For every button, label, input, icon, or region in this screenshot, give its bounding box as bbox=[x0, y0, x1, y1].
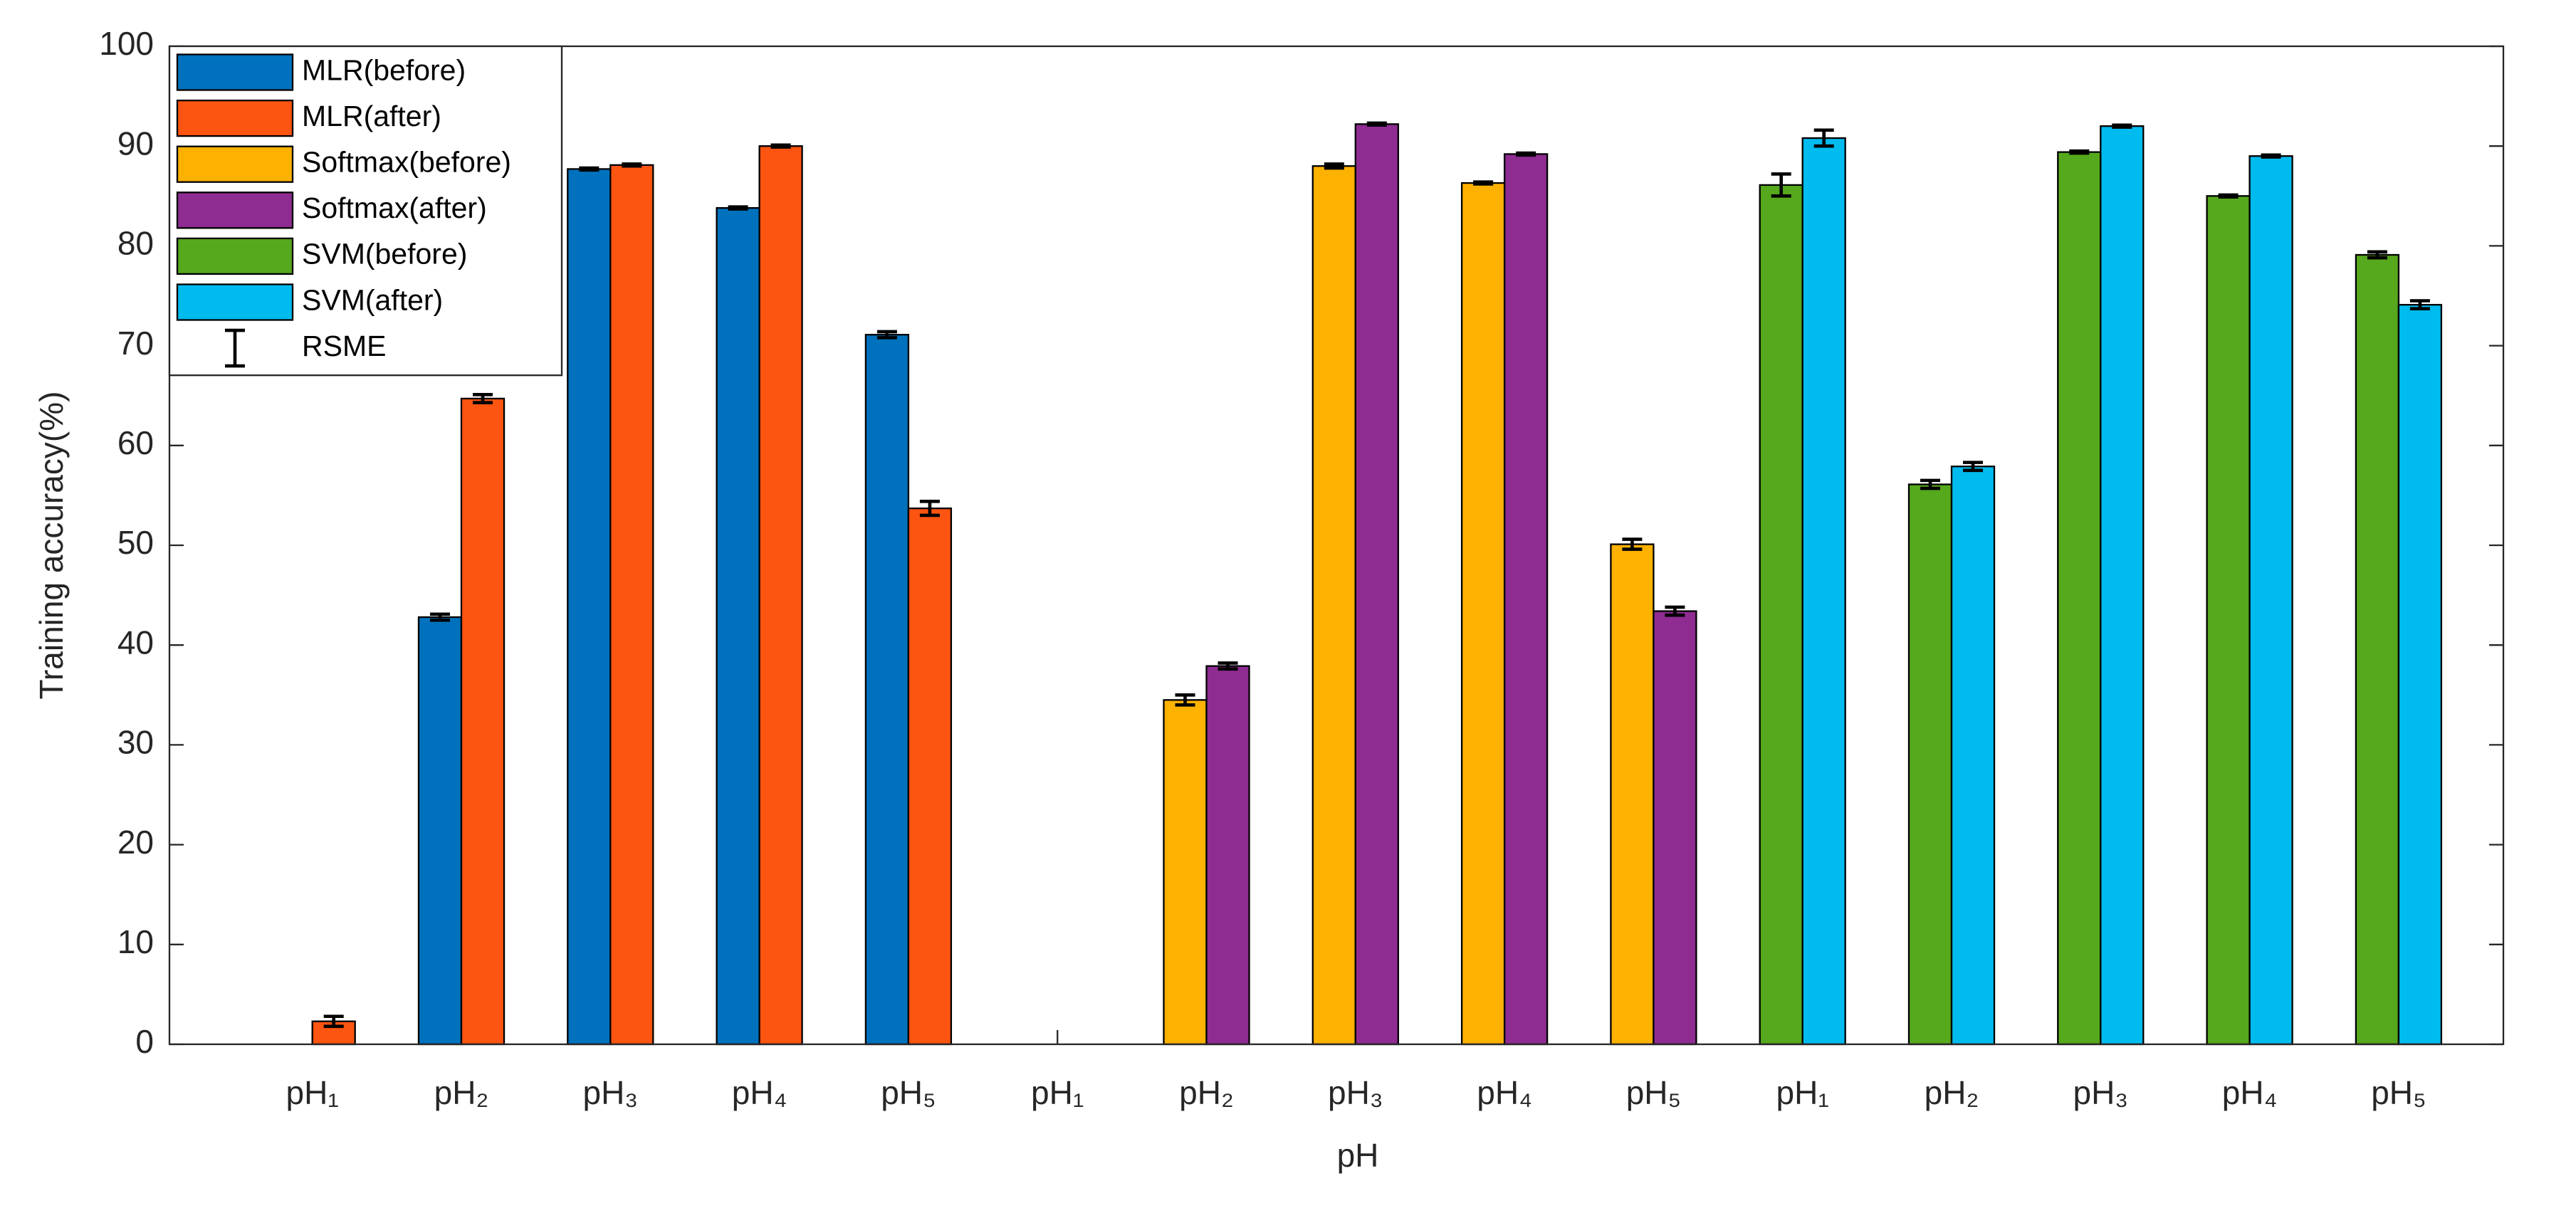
x-tick-label: pH₃ bbox=[2073, 1074, 2129, 1111]
y-tick-label: 90 bbox=[117, 125, 154, 162]
bar bbox=[2248, 155, 2293, 1046]
y-tick-label: 50 bbox=[117, 524, 154, 561]
bar bbox=[460, 397, 506, 1046]
error-bar bbox=[430, 612, 450, 622]
error-bar bbox=[1665, 605, 1685, 617]
x-tick-label: pH₄ bbox=[2222, 1074, 2278, 1111]
error-bar bbox=[2069, 149, 2090, 155]
bar bbox=[1907, 483, 1953, 1046]
error-bar bbox=[622, 162, 642, 168]
error-bar bbox=[1963, 461, 1983, 473]
x-tick-label: pH₄ bbox=[1477, 1074, 1532, 1111]
bar bbox=[2397, 303, 2443, 1046]
x-tick-label: pH₄ bbox=[732, 1074, 787, 1111]
x-tick-label: pH₁ bbox=[1031, 1074, 1084, 1111]
bar bbox=[907, 507, 953, 1046]
y-tick-label: 20 bbox=[117, 824, 154, 861]
error-bar bbox=[2261, 153, 2281, 159]
x-tick-label: pH₁ bbox=[286, 1074, 339, 1111]
bar bbox=[1759, 184, 1803, 1046]
y-tick-label: 0 bbox=[135, 1023, 154, 1060]
error-bar bbox=[1473, 180, 1494, 186]
bar bbox=[716, 206, 760, 1046]
bar bbox=[609, 164, 654, 1046]
y-tick-label: 60 bbox=[117, 424, 154, 461]
legend-swatch bbox=[176, 237, 294, 275]
bar bbox=[1610, 543, 1655, 1046]
error-bar bbox=[1324, 162, 1344, 170]
error-bar bbox=[2218, 193, 2239, 199]
error-bar bbox=[579, 166, 600, 172]
legend-label: MLR(before) bbox=[302, 53, 466, 86]
bar bbox=[1503, 153, 1549, 1046]
legend-label: MLR(after) bbox=[302, 100, 441, 132]
error-bar bbox=[2367, 250, 2387, 260]
error-bar bbox=[1175, 693, 1195, 707]
bar bbox=[2355, 253, 2400, 1046]
x-tick-label: pH₅ bbox=[881, 1074, 936, 1111]
x-tick-label: pH₃ bbox=[1328, 1074, 1383, 1111]
bar bbox=[1801, 137, 1846, 1046]
bar bbox=[567, 168, 612, 1046]
y-tick-label: 30 bbox=[117, 724, 154, 761]
error-bar bbox=[323, 1014, 344, 1029]
error-bar bbox=[728, 205, 748, 211]
axes-box bbox=[168, 45, 2505, 1046]
y-tick-label: 100 bbox=[99, 25, 154, 62]
bar bbox=[1354, 123, 1399, 1046]
bar bbox=[2057, 151, 2102, 1046]
x-tick-label: pH₃ bbox=[583, 1074, 639, 1111]
bar bbox=[1163, 699, 1208, 1046]
y-axis-label: Training accuracy(%) bbox=[33, 392, 70, 700]
y-tick-label: 10 bbox=[117, 923, 154, 960]
x-axis-label: pH bbox=[1337, 1137, 1379, 1174]
bar bbox=[1653, 610, 1697, 1046]
error-bar bbox=[919, 500, 940, 518]
legend-label: SVM(after) bbox=[302, 283, 443, 316]
legend-swatch bbox=[176, 99, 294, 137]
error-bar bbox=[1920, 478, 1940, 490]
error-bar bbox=[1516, 151, 1536, 157]
bar bbox=[417, 616, 463, 1046]
error-bar bbox=[1622, 537, 1643, 551]
legend-swatch bbox=[176, 191, 294, 229]
error-bar bbox=[1813, 128, 1834, 148]
legend-label: SVM(before) bbox=[302, 238, 467, 271]
x-tick-label: pH₂ bbox=[1925, 1074, 1979, 1111]
error-bar bbox=[876, 330, 897, 340]
bar bbox=[1311, 165, 1356, 1046]
legend-swatch bbox=[176, 283, 294, 321]
y-tick-label: 40 bbox=[117, 624, 154, 661]
bar bbox=[758, 145, 803, 1046]
bar bbox=[1950, 466, 1996, 1046]
bar bbox=[1460, 182, 1506, 1046]
bar bbox=[2206, 195, 2251, 1046]
error-bar bbox=[2409, 299, 2430, 311]
legend-swatch bbox=[176, 53, 294, 91]
error-bar bbox=[1771, 172, 1791, 198]
legend-swatch bbox=[176, 145, 294, 183]
y-tick-label: 80 bbox=[117, 225, 154, 262]
legend: MLR(before) MLR(after) Softmax(before) Soft… bbox=[168, 45, 563, 377]
bar bbox=[2100, 125, 2145, 1046]
bar bbox=[1205, 665, 1250, 1046]
x-tick-label: pH₂ bbox=[434, 1074, 489, 1111]
legend-label: Softmax(after) bbox=[302, 191, 487, 224]
error-bar bbox=[1366, 121, 1387, 127]
x-tick-label: pH₂ bbox=[1179, 1074, 1234, 1111]
error-bar bbox=[473, 392, 493, 404]
bar bbox=[864, 334, 910, 1046]
x-tick-label: pH₅ bbox=[2371, 1074, 2426, 1111]
error-bar bbox=[2112, 123, 2132, 129]
error-bar bbox=[1218, 661, 1238, 671]
y-tick-label: 70 bbox=[117, 325, 154, 362]
x-tick-label: pH₅ bbox=[1626, 1074, 1681, 1111]
error-bar bbox=[770, 143, 791, 149]
legend-label: Softmax(before) bbox=[302, 146, 511, 179]
legend-label: RSME bbox=[302, 330, 386, 362]
x-tick-label: pH₁ bbox=[1776, 1074, 1829, 1111]
